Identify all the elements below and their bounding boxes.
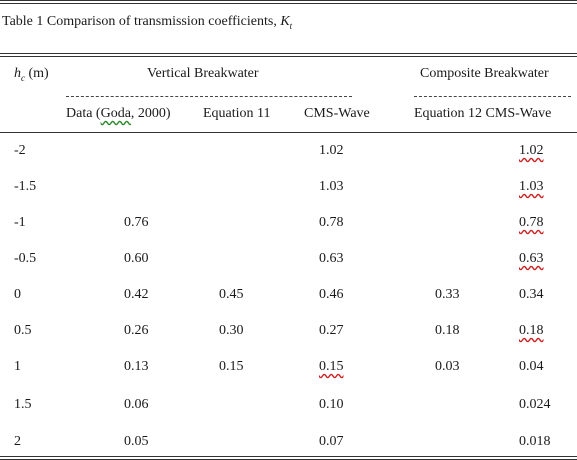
vertical-group-dashline: [66, 96, 352, 97]
cell-data-goda: 0.76: [124, 215, 149, 230]
header-top-rule: [0, 53, 577, 57]
table-caption: Table 1 Comparison of transmission coeff…: [2, 14, 292, 34]
cell-eq12: 0.18: [435, 323, 460, 338]
cell-cms-composite: 0.63: [519, 251, 544, 266]
group-composite-header: Composite Breakwater: [420, 66, 549, 81]
cell-cms-composite: 0.34: [519, 287, 544, 302]
cell-cms-composite: 1.02: [519, 143, 544, 158]
bottom-rule: [0, 456, 577, 460]
col-cms-composite-label: CMS-Wave: [482, 106, 552, 121]
cell-data-goda: 0.06: [124, 397, 149, 412]
composite-group-dashline: [414, 96, 571, 97]
top-rule: [0, 0, 577, 4]
cell-data-goda: 0.05: [124, 434, 149, 449]
cell-cms-vertical: 0.46: [319, 287, 344, 302]
cell-eq12: 0.03: [435, 359, 460, 374]
col-header-cms-vertical: CMS-Wave: [304, 106, 370, 121]
cell-cms-vertical: 0.07: [319, 434, 344, 449]
cell-hc: -2: [14, 143, 26, 158]
cell-eq11: 0.45: [219, 287, 244, 302]
cell-hc: 1: [14, 359, 21, 374]
cell-cms-vertical: 0.10: [319, 397, 344, 412]
cell-hc: 1.5: [14, 397, 32, 412]
cell-cms-vertical: 1.02: [319, 143, 344, 158]
cell-hc: -0.5: [14, 251, 37, 266]
cell-data-goda: 0.60: [124, 251, 149, 266]
cell-cms-vertical: 1.03: [319, 179, 344, 194]
hc-symbol: h: [14, 66, 21, 81]
cell-data-goda: 0.13: [124, 359, 149, 374]
cell-cms-composite: 0.18: [519, 323, 544, 338]
cell-data-goda: 0.42: [124, 287, 149, 302]
caption-text: Table 1 Comparison of transmission coeff…: [2, 14, 281, 29]
cell-hc: -1: [14, 215, 26, 230]
cell-eq12: 0.33: [435, 287, 460, 302]
cell-hc: -1.5: [14, 179, 37, 194]
col-data-suffix: , 2000): [130, 106, 171, 121]
col-data-goda: Goda: [100, 106, 131, 121]
caption-subscript: t: [289, 20, 293, 31]
hc-subscript: c: [21, 72, 25, 83]
cell-hc: 2: [14, 434, 21, 449]
col-header-eq11: Equation 11: [203, 106, 271, 121]
cell-cms-composite: 0.78: [519, 215, 544, 230]
cell-cms-vertical: 0.78: [319, 215, 344, 230]
col-eq12-label: Equation 12: [414, 106, 483, 121]
cell-cms-composite: 0.024: [519, 397, 551, 412]
cell-hc: 0.5: [14, 323, 32, 338]
cell-cms-vertical: 0.15: [319, 359, 344, 374]
cell-cms-composite: 0.018: [519, 434, 551, 449]
cell-cms-composite: 1.03: [519, 179, 544, 194]
col-header-eq12: Equation 12 CMS-Wave: [414, 106, 551, 122]
cell-data-goda: 0.26: [124, 323, 149, 338]
hc-unit: (m): [25, 66, 49, 81]
cell-cms-vertical: 0.63: [319, 251, 344, 266]
hc-header: hc (m): [14, 66, 49, 86]
cell-cms-vertical: 0.27: [319, 323, 344, 338]
col-header-data: Data (Goda, 2000): [66, 106, 171, 122]
cell-eq11: 0.30: [219, 323, 244, 338]
group-vertical-header: Vertical Breakwater: [147, 66, 259, 81]
cell-eq11: 0.15: [219, 359, 244, 374]
cell-hc: 0: [14, 287, 21, 302]
col-data-prefix: Data (: [66, 106, 101, 121]
header-bottom-rule: [0, 132, 577, 133]
cell-cms-composite: 0.04: [519, 359, 544, 374]
caption-symbol: K: [280, 14, 290, 29]
